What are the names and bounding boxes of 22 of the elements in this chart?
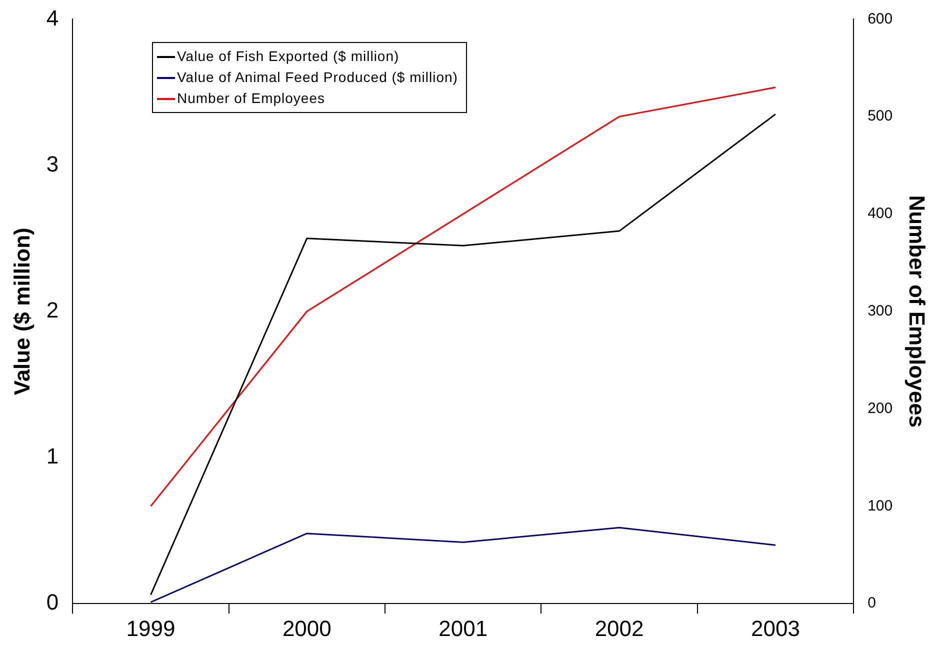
x-tick-label: 1999 — [126, 616, 176, 641]
x-tick-label: 2002 — [594, 616, 644, 641]
y-tick-label: 3 — [46, 151, 59, 176]
y2-tick-label: 100 — [868, 497, 893, 514]
legend-label: Value of Animal Feed Produced ($ million) — [177, 68, 458, 87]
y-tick-label: 2 — [46, 297, 59, 322]
y2-tick-label: 300 — [868, 302, 893, 320]
x-tick-label: 2001 — [438, 616, 488, 641]
y2-axis-title: Number of Employees — [904, 195, 930, 428]
y2-tick-label: 600 — [868, 10, 893, 28]
y2-tick-label: 0 — [868, 594, 876, 612]
legend-label: Number of Employees — [177, 89, 326, 108]
y-tick-label: 0 — [46, 590, 59, 615]
y2-tick-label: 400 — [868, 205, 893, 222]
x-tick-label: 2003 — [751, 616, 800, 641]
y-tick-label: 1 — [46, 444, 59, 469]
y-axis-title: Value ($ million) — [9, 228, 34, 396]
y-tick-label: 4 — [46, 5, 59, 30]
y2-tick-label: 500 — [868, 108, 893, 125]
y2-tick-label: 200 — [868, 400, 893, 417]
x-tick-label: 2000 — [282, 616, 332, 641]
legend-label: Value of Fish Exported ($ million) — [177, 47, 400, 66]
